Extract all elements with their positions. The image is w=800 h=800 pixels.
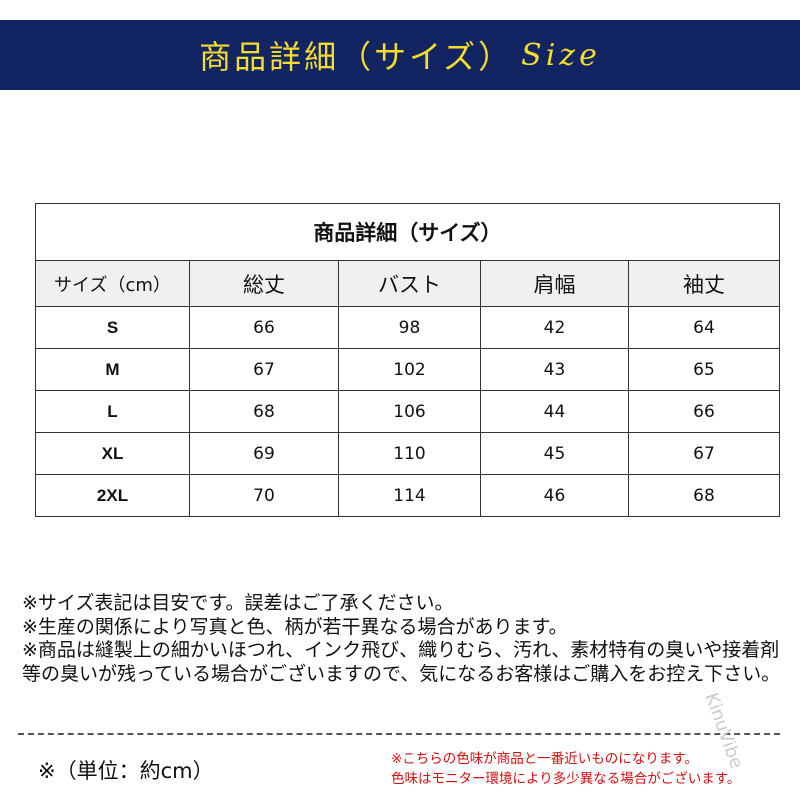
value-cell: 66	[628, 390, 780, 433]
size-cell: S	[35, 306, 190, 349]
value-cell: 106	[338, 390, 481, 433]
table-row: M 67 102 43 65	[35, 348, 780, 391]
value-cell: 44	[480, 390, 629, 433]
table-row: 2XL 70 114 46 68	[35, 474, 780, 517]
value-cell: 67	[189, 348, 339, 391]
value-cell: 43	[480, 348, 629, 391]
value-cell: 114	[338, 474, 481, 517]
value-cell: 68	[189, 390, 339, 433]
divider	[18, 733, 780, 735]
table-row: L 68 106 44 66	[35, 390, 780, 433]
banner-title: 商品詳細（サイズ）	[199, 38, 514, 76]
value-cell: 98	[338, 306, 481, 349]
header-cell: バスト	[338, 260, 481, 307]
size-cell: 2XL	[35, 474, 190, 517]
banner: 商品詳細（サイズ） Size	[0, 20, 800, 90]
table-title: 商品詳細（サイズ）	[35, 203, 780, 261]
value-cell: 66	[189, 306, 339, 349]
color-note: ※こちらの色味が商品と一番近いものになります。	[391, 751, 698, 767]
unit-note: ※（単位：約cm）	[38, 759, 214, 783]
value-cell: 67	[628, 432, 780, 475]
value-cell: 70	[189, 474, 339, 517]
color-note: 色味はモニター環境により多少異なる場合がございます。	[391, 771, 741, 787]
value-cell: 64	[628, 306, 780, 349]
table-header: サイズ（cm） 総丈 バスト 肩幅 袖丈	[35, 260, 780, 307]
size-cell: XL	[35, 432, 190, 475]
color-notes: ※こちらの色味が商品と一番近いものになります。 色味はモニター環境により多少異な…	[391, 749, 740, 789]
value-cell: 42	[480, 306, 629, 349]
value-cell: 45	[480, 432, 629, 475]
value-cell: 65	[628, 348, 780, 391]
size-cell: L	[35, 390, 190, 433]
value-cell: 69	[189, 432, 339, 475]
notes: ※サイズ表記は目安です。誤差はご了承ください。 ※生産の関係により写真と色、柄が…	[22, 592, 792, 686]
note: ※商品は縫製上の細かいほつれ、インク飛び、織りむら、汚れ、素材特有の臭いや接着剤…	[22, 639, 781, 685]
value-cell: 110	[338, 432, 481, 475]
header-cell: 袖丈	[628, 260, 780, 307]
value-cell: 46	[480, 474, 629, 517]
note: ※生産の関係により写真と色、柄が若干異なる場合があります。	[22, 615, 568, 638]
size-table: 商品詳細（サイズ） サイズ（cm） 総丈 バスト 肩幅 袖丈 S 66 98 42 64 M 67 1…	[35, 203, 780, 517]
value-cell: 102	[338, 348, 481, 391]
size-cell: M	[35, 348, 190, 391]
table-row: S 66 98 42 64	[35, 306, 780, 349]
header-cell: 肩幅	[480, 260, 629, 307]
header-cell: サイズ（cm）	[35, 260, 190, 307]
table-row: XL 69 110 45 67	[35, 432, 780, 475]
header-cell: 総丈	[189, 260, 339, 307]
banner-size-word: Size	[521, 37, 601, 73]
note: ※サイズ表記は目安です。誤差はご了承ください。	[22, 592, 454, 614]
value-cell: 68	[628, 474, 780, 517]
